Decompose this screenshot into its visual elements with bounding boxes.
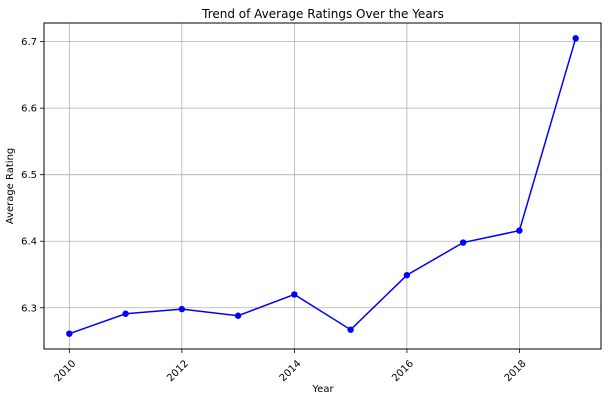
data-point bbox=[516, 227, 523, 234]
y-tick-label: 6.4 bbox=[21, 237, 37, 248]
series-layer bbox=[66, 35, 579, 337]
data-point bbox=[459, 239, 467, 246]
y-axis-label: Average Rating bbox=[5, 148, 16, 224]
chart-title: Trend of Average Ratings Over the Years bbox=[201, 7, 444, 21]
series-line bbox=[69, 38, 577, 335]
data-point bbox=[291, 291, 298, 298]
y-tick-label: 6.6 bbox=[21, 104, 37, 115]
data-point bbox=[66, 330, 73, 337]
data-point bbox=[178, 305, 186, 313]
y-tick-label: 6.3 bbox=[21, 303, 37, 314]
y-axis-ticks: 6.3 6.4 6.5 6.6 6.7 bbox=[21, 37, 44, 314]
data-point bbox=[234, 312, 242, 319]
y-tick-label: 6.5 bbox=[21, 170, 37, 181]
y-tick-label: 6.7 bbox=[21, 37, 37, 48]
data-point bbox=[122, 310, 129, 317]
data-point bbox=[572, 35, 579, 42]
grid-lines bbox=[44, 23, 601, 349]
x-axis-label: Year bbox=[311, 384, 334, 395]
data-point bbox=[347, 326, 354, 333]
data-point bbox=[403, 271, 411, 279]
plot-frame bbox=[43, 22, 602, 350]
